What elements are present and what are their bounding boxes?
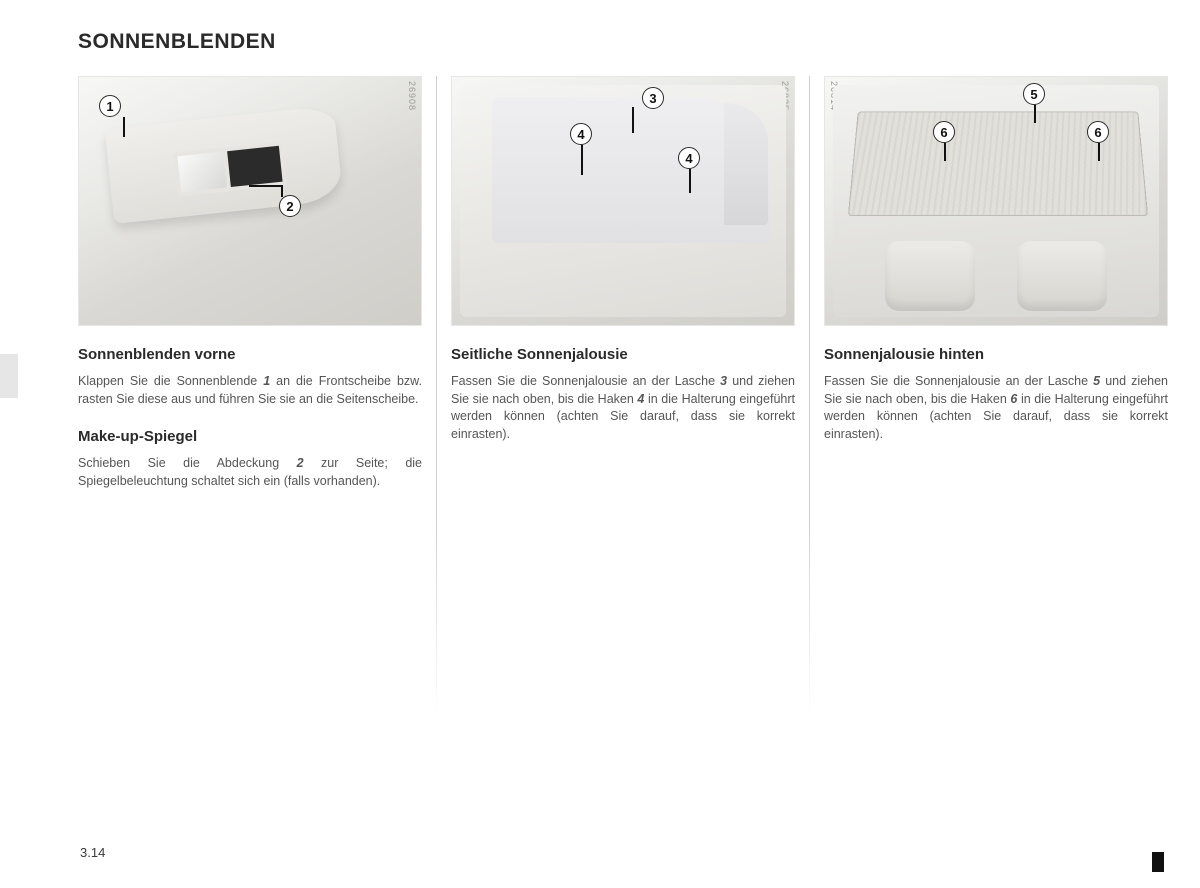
figure-rear-blind: 26814 5 6 6 [824, 76, 1168, 326]
body-text: Fassen Sie die Sonnenjalousie an der Las… [824, 373, 1168, 443]
subhead-rear-blind: Sonnenjalousie hinten [824, 346, 1168, 363]
column-1: 26908 1 2 Sonnenblenden vorne Klappen Si… [78, 76, 436, 716]
lead-line [123, 117, 125, 137]
lead-line [281, 185, 283, 197]
figure-side-blind: 26825 3 4 4 [451, 76, 795, 326]
callout-6a: 6 [933, 121, 955, 143]
lead-line [1098, 143, 1100, 161]
figure-code: 26908 [407, 81, 417, 111]
lead-line [249, 185, 283, 187]
callout-4b: 4 [678, 147, 700, 169]
subhead-makeup-mirror: Make-up-Spiegel [78, 428, 422, 445]
headrest-right [1017, 241, 1107, 311]
mirror-glass [177, 152, 227, 193]
headrest-left [885, 241, 975, 311]
callout-4a: 4 [570, 123, 592, 145]
subhead-side-blind: Seitliche Sonnenjalousie [451, 346, 795, 363]
callout-1: 1 [99, 95, 121, 117]
callout-6b: 6 [1087, 121, 1109, 143]
page-number: 3.14 [80, 845, 105, 860]
column-2: 26825 3 4 4 Seitliche Sonnenjalousie Fas… [437, 76, 809, 716]
body-text: Klappen Sie die Sonnenblende 1 an die Fr… [78, 373, 422, 408]
body-text: Schieben Sie die Abdeckung 2 zur Seite; … [78, 455, 422, 490]
corner-crop-marks [1134, 852, 1164, 872]
callout-5: 5 [1023, 83, 1045, 105]
figure-sun-visor: 26908 1 2 [78, 76, 422, 326]
quarter-window [724, 103, 768, 225]
column-3: 26814 5 6 6 Sonnenjalousie hinten Fassen… [810, 76, 1168, 716]
callout-3: 3 [642, 87, 664, 109]
subhead-visor-front: Sonnenblenden vorne [78, 346, 422, 363]
content-columns: 26908 1 2 Sonnenblenden vorne Klappen Si… [78, 76, 1168, 716]
crop-mark [1152, 852, 1164, 872]
lead-line [1034, 105, 1036, 123]
lead-line [944, 143, 946, 161]
body-text: Fassen Sie die Sonnenjalousie an der Las… [451, 373, 795, 443]
lead-line [632, 107, 634, 133]
mirror-cover [227, 146, 282, 187]
page-title: SONNENBLENDEN [78, 30, 1168, 54]
callout-2: 2 [279, 195, 301, 217]
lead-line [581, 145, 583, 175]
lead-line [689, 169, 691, 193]
manual-page: SONNENBLENDEN 26908 1 2 Sonnenblenden vo… [0, 0, 1200, 888]
crop-mark [1134, 852, 1146, 872]
